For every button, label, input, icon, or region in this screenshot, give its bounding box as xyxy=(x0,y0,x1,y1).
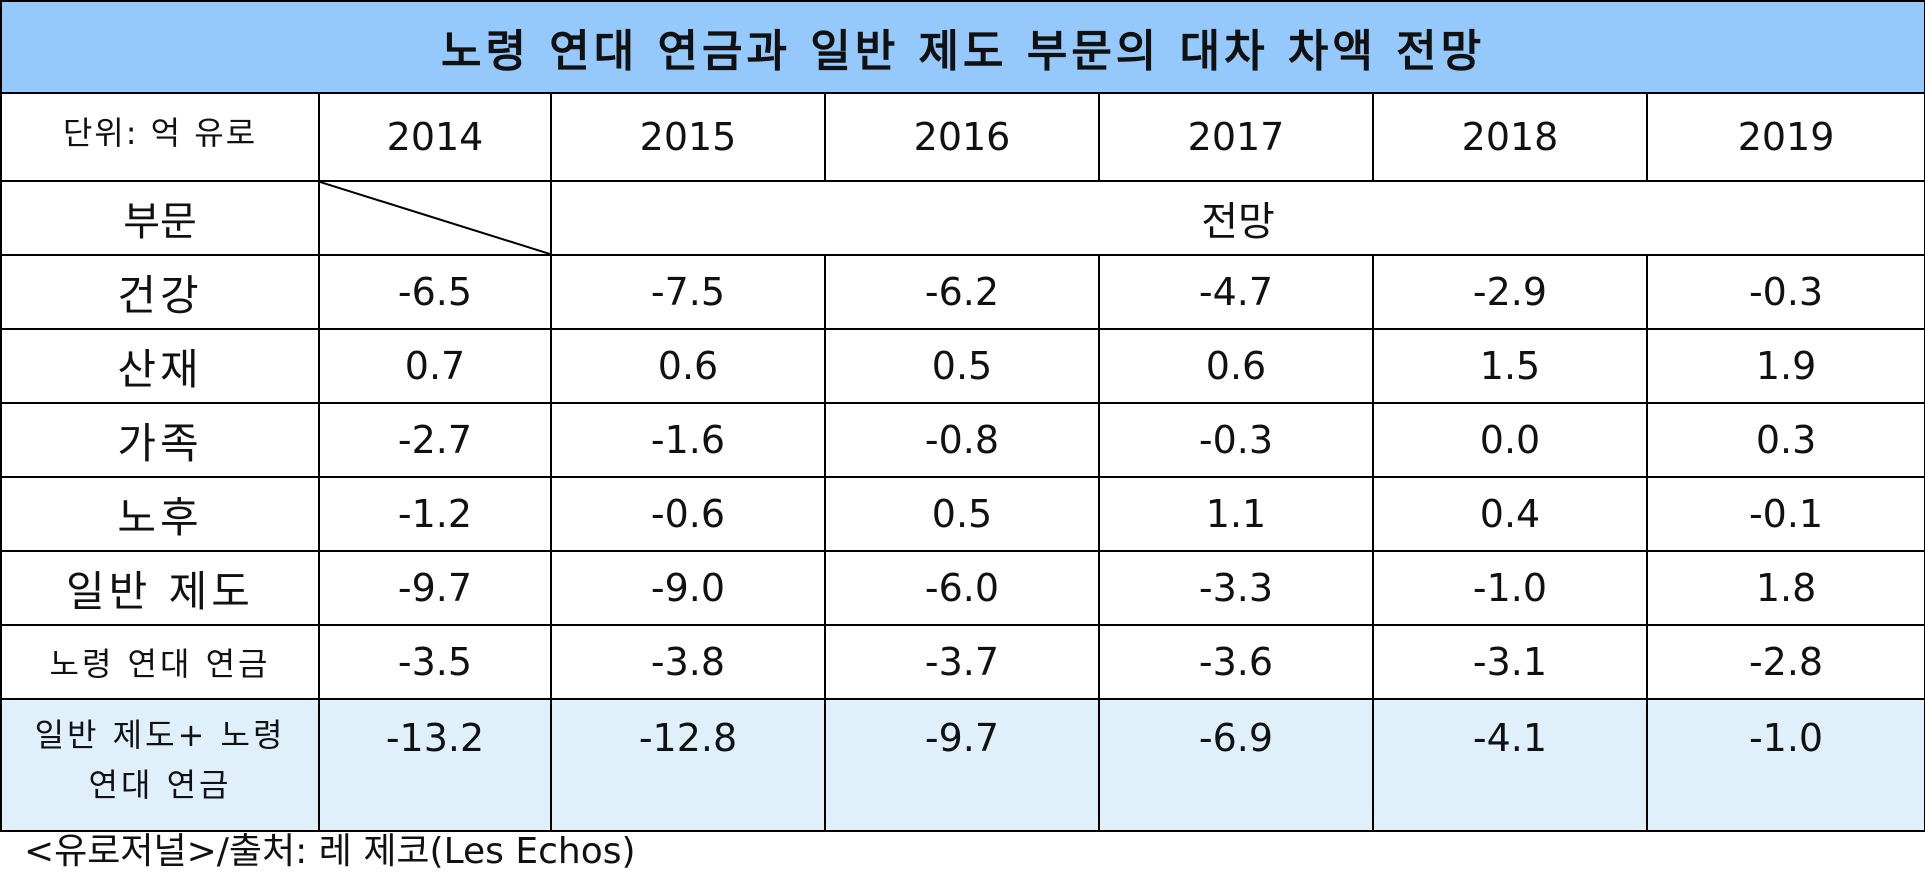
table-cell: 1.5 xyxy=(1372,328,1648,404)
table-cell: 0.7 xyxy=(318,328,552,404)
total-cell: -1.0 xyxy=(1645,698,1925,832)
total-cell: -4.1 xyxy=(1372,698,1648,832)
table-cell: 0.3 xyxy=(1645,402,1925,478)
table-row: 일반 제도 -9.7 -9.0 -6.0 -3.3 -1.0 1.8 xyxy=(0,550,1925,626)
table-cell: -0.3 xyxy=(1098,402,1374,478)
table-cell: -2.8 xyxy=(1645,624,1925,700)
row-label: 노령 연대 연금 xyxy=(0,624,320,700)
year-header: 2019 xyxy=(1645,92,1925,182)
table-cell: 0.6 xyxy=(1098,328,1374,404)
year-header: 2014 xyxy=(318,92,552,182)
title-row: 노령 연대 연금과 일반 제도 부문의 대차 차액 전망 xyxy=(0,0,1925,94)
total-row: 일반 제도+ 노령 연대 연금 -13.2 -12.8 -9.7 -6.9 -4… xyxy=(0,698,1925,832)
row-label: 노후 xyxy=(0,476,320,552)
table-cell: -1.2 xyxy=(318,476,552,552)
total-row-label: 일반 제도+ 노령 연대 연금 xyxy=(0,698,320,832)
table-cell: 1.1 xyxy=(1098,476,1374,552)
sector-header: 부문 xyxy=(0,180,320,256)
table-cell: 0.6 xyxy=(550,328,826,404)
table-cell: -9.7 xyxy=(318,550,552,626)
table-cell: -6.5 xyxy=(318,254,552,330)
deficit-forecast-table: 노령 연대 연금과 일반 제도 부문의 대차 차액 전망 단위: 억 유로 20… xyxy=(0,0,1925,832)
table-cell: -2.9 xyxy=(1372,254,1648,330)
table-cell: -1.0 xyxy=(1372,550,1648,626)
total-cell: -13.2 xyxy=(318,698,552,832)
table-title: 노령 연대 연금과 일반 제도 부문의 대차 차액 전망 xyxy=(0,0,1925,94)
total-cell: -6.9 xyxy=(1098,698,1374,832)
table-cell: -1.6 xyxy=(550,402,826,478)
row-label: 가족 xyxy=(0,402,320,478)
year-header: 2015 xyxy=(550,92,826,182)
forecast-header: 전망 xyxy=(549,180,1925,256)
table-cell: 1.8 xyxy=(1645,550,1925,626)
year-header: 2016 xyxy=(824,92,1100,182)
table-cell: -7.5 xyxy=(550,254,826,330)
table-cell: -3.5 xyxy=(318,624,552,700)
total-cell: -9.7 xyxy=(824,698,1100,832)
table-cell: -0.3 xyxy=(1645,254,1925,330)
table-cell: 1.9 xyxy=(1645,328,1925,404)
total-label-line1: 일반 제도+ 노령 xyxy=(34,716,286,754)
table-cell: -3.7 xyxy=(824,624,1100,700)
table-cell: -9.0 xyxy=(550,550,826,626)
row-label: 일반 제도 xyxy=(0,550,320,626)
year-header-row: 단위: 억 유로 2014 2015 2016 2017 2018 2019 xyxy=(0,92,1925,182)
table-row: 노령 연대 연금 -3.5 -3.8 -3.7 -3.6 -3.1 -2.8 xyxy=(0,624,1925,700)
table-cell: 0.0 xyxy=(1372,402,1648,478)
deficit-table-container: 노령 연대 연금과 일반 제도 부문의 대차 차액 전망 단위: 억 유로 20… xyxy=(0,0,1925,832)
table-row: 가족 -2.7 -1.6 -0.8 -0.3 0.0 0.3 xyxy=(0,402,1925,478)
unit-label: 단위: 억 유로 xyxy=(0,92,320,182)
table-cell: -3.8 xyxy=(550,624,826,700)
table-cell: 0.4 xyxy=(1372,476,1648,552)
table-cell: -6.2 xyxy=(824,254,1100,330)
table-cell: -3.1 xyxy=(1372,624,1648,700)
table-cell: -0.6 xyxy=(550,476,826,552)
table-cell: -3.6 xyxy=(1098,624,1374,700)
row-label: 건강 xyxy=(0,254,320,330)
table-cell: -2.7 xyxy=(318,402,552,478)
sector-header-row: 부문 전망 xyxy=(0,180,1925,256)
year-header: 2018 xyxy=(1372,92,1648,182)
table-cell: -3.3 xyxy=(1098,550,1374,626)
table-cell: -0.1 xyxy=(1645,476,1925,552)
row-label: 산재 xyxy=(0,328,320,404)
total-label-line2: 연대 연금 xyxy=(88,766,232,804)
source-caption: <유로저널>/출처: 레 제코(Les Echos) xyxy=(24,831,636,872)
table-row: 노후 -1.2 -0.6 0.5 1.1 0.4 -0.1 xyxy=(0,476,1925,552)
year-header: 2017 xyxy=(1098,92,1374,182)
table-row: 산재 0.7 0.6 0.5 0.6 1.5 1.9 xyxy=(0,328,1925,404)
table-cell: -0.8 xyxy=(824,402,1100,478)
table-row: 건강 -6.5 -7.5 -6.2 -4.7 -2.9 -0.3 xyxy=(0,254,1925,330)
diagonal-cell xyxy=(318,180,552,256)
table-cell: -4.7 xyxy=(1098,254,1374,330)
table-cell: -6.0 xyxy=(824,550,1100,626)
table-cell: 0.5 xyxy=(824,476,1100,552)
diagonal-line xyxy=(320,182,550,254)
table-cell: 0.5 xyxy=(824,328,1100,404)
total-cell: -12.8 xyxy=(550,698,826,832)
